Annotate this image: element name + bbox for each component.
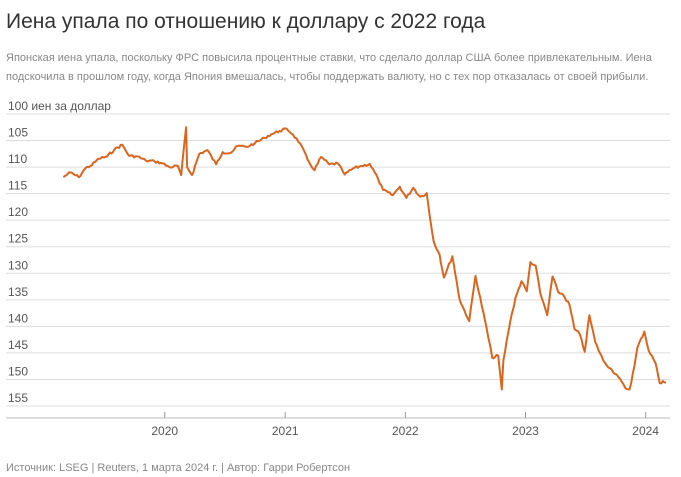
x-tick-label: 2023 — [512, 424, 539, 438]
grid-lines — [6, 113, 670, 407]
y-tick-label: 130 — [8, 258, 28, 272]
y-tick-label: 145 — [8, 338, 28, 352]
series-layer — [63, 126, 667, 391]
source-credit: Источник: LSEG | Reuters, 1 марта 2024 г… — [6, 462, 351, 474]
x-tick-label: 2024 — [632, 424, 659, 438]
y-tick-label: 155 — [8, 391, 28, 405]
x-tick-label: 2022 — [392, 424, 419, 438]
x-tick-label: 2020 — [151, 424, 178, 438]
y-tick-label: 135 — [8, 285, 28, 299]
series-line-usd-jpy — [63, 126, 667, 391]
x-tick-label: 2021 — [272, 424, 299, 438]
chart-subtitle: Японская иена упала, поскольку ФРС повыс… — [6, 52, 652, 83]
y-tick-label: 120 — [8, 205, 28, 219]
y-tick-label: 105 — [8, 126, 28, 140]
y-axis-tick-labels: 100 иен за доллар 105 110 115 120 125 130 135 14… — [8, 100, 111, 405]
y-tick-label: 140 — [8, 311, 28, 325]
x-axis-ticks: 2020 2021 2022 2023 2024 — [6, 412, 670, 438]
chart-area: 100 иен за доллар 105 110 115 120 125 130 135 14… — [0, 100, 681, 450]
y-tick-label: 125 — [8, 232, 28, 246]
usd-jpy-line-chart: 100 иен за доллар 105 110 115 120 125 130 135 14… — [6, 100, 670, 438]
chart-title: Иена упала по отношению к доллару с 2022… — [6, 10, 486, 33]
y-tick-label: 115 — [8, 179, 27, 193]
y-tick-label: 150 — [8, 364, 28, 378]
y-axis-label: 100 иен за доллар — [8, 100, 111, 113]
y-tick-label: 110 — [8, 152, 27, 166]
